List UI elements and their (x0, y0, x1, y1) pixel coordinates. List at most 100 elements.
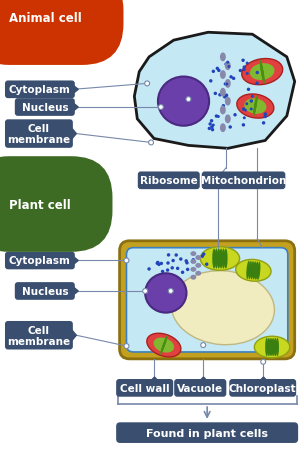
Ellipse shape (161, 341, 165, 353)
Ellipse shape (166, 269, 169, 272)
Ellipse shape (232, 78, 235, 81)
Ellipse shape (226, 62, 229, 65)
Ellipse shape (253, 105, 256, 118)
Text: Cell
membrane: Cell membrane (7, 325, 71, 346)
Ellipse shape (190, 275, 196, 280)
Ellipse shape (217, 116, 220, 119)
Ellipse shape (176, 267, 179, 270)
Ellipse shape (205, 263, 209, 266)
FancyBboxPatch shape (5, 321, 73, 350)
Text: Cell wall: Cell wall (120, 383, 170, 393)
FancyBboxPatch shape (174, 379, 226, 397)
Ellipse shape (147, 334, 181, 357)
Text: Cytoplasm: Cytoplasm (9, 85, 71, 95)
Ellipse shape (161, 339, 166, 351)
Ellipse shape (224, 83, 227, 86)
Ellipse shape (255, 262, 258, 280)
Ellipse shape (246, 62, 249, 65)
Ellipse shape (261, 67, 264, 82)
Polygon shape (73, 257, 78, 265)
Ellipse shape (179, 258, 182, 261)
Ellipse shape (147, 268, 151, 271)
Ellipse shape (269, 338, 273, 357)
Ellipse shape (250, 262, 254, 280)
FancyBboxPatch shape (15, 282, 75, 300)
Ellipse shape (239, 70, 242, 73)
Ellipse shape (158, 105, 163, 110)
Ellipse shape (210, 120, 213, 123)
Ellipse shape (220, 71, 226, 80)
Ellipse shape (225, 84, 228, 86)
Ellipse shape (263, 116, 267, 119)
Ellipse shape (192, 258, 195, 262)
Ellipse shape (271, 338, 275, 357)
Polygon shape (134, 33, 295, 149)
Ellipse shape (225, 62, 231, 71)
Ellipse shape (217, 249, 220, 269)
Ellipse shape (248, 261, 252, 280)
FancyBboxPatch shape (5, 120, 73, 149)
Ellipse shape (166, 262, 170, 265)
Ellipse shape (174, 254, 178, 257)
Ellipse shape (162, 337, 167, 349)
Ellipse shape (124, 258, 129, 263)
Polygon shape (73, 104, 78, 112)
Ellipse shape (251, 95, 254, 99)
Ellipse shape (257, 262, 261, 280)
Ellipse shape (261, 70, 265, 84)
Ellipse shape (227, 66, 230, 69)
Ellipse shape (254, 95, 258, 109)
Text: Chloroplast: Chloroplast (229, 383, 296, 393)
Ellipse shape (190, 252, 196, 257)
Ellipse shape (242, 59, 283, 85)
Text: Nucleus: Nucleus (22, 103, 68, 113)
Ellipse shape (241, 59, 245, 63)
Ellipse shape (243, 117, 246, 120)
Ellipse shape (181, 271, 184, 274)
Ellipse shape (215, 249, 218, 269)
Ellipse shape (215, 115, 218, 118)
Ellipse shape (202, 253, 206, 256)
Ellipse shape (225, 94, 228, 98)
Ellipse shape (145, 274, 186, 313)
Ellipse shape (225, 97, 231, 106)
Ellipse shape (157, 263, 161, 267)
Ellipse shape (156, 262, 159, 265)
Ellipse shape (161, 270, 164, 274)
Ellipse shape (160, 262, 163, 266)
Ellipse shape (224, 95, 228, 98)
Ellipse shape (254, 100, 257, 113)
Ellipse shape (209, 80, 212, 84)
FancyBboxPatch shape (229, 379, 296, 397)
Ellipse shape (163, 336, 168, 347)
Ellipse shape (265, 338, 268, 357)
Ellipse shape (185, 262, 189, 265)
Ellipse shape (212, 249, 216, 269)
Ellipse shape (219, 249, 223, 269)
Ellipse shape (216, 67, 219, 71)
Ellipse shape (145, 82, 150, 87)
Text: Mitochondrion: Mitochondrion (201, 176, 286, 186)
Ellipse shape (250, 100, 253, 104)
Ellipse shape (212, 124, 215, 127)
Ellipse shape (244, 109, 247, 112)
FancyBboxPatch shape (126, 248, 288, 352)
Ellipse shape (254, 98, 257, 112)
Ellipse shape (250, 64, 275, 81)
Ellipse shape (220, 124, 226, 133)
FancyBboxPatch shape (116, 422, 298, 443)
Polygon shape (73, 287, 78, 295)
Ellipse shape (225, 80, 231, 89)
Ellipse shape (168, 289, 173, 294)
Text: Found in plant cells: Found in plant cells (146, 428, 268, 438)
Ellipse shape (186, 268, 189, 272)
Ellipse shape (158, 78, 209, 126)
Ellipse shape (154, 338, 174, 353)
Ellipse shape (245, 103, 248, 106)
Ellipse shape (243, 66, 246, 70)
Ellipse shape (256, 72, 259, 75)
Ellipse shape (244, 99, 267, 115)
Ellipse shape (220, 106, 226, 115)
Ellipse shape (201, 343, 206, 348)
Ellipse shape (242, 68, 246, 72)
